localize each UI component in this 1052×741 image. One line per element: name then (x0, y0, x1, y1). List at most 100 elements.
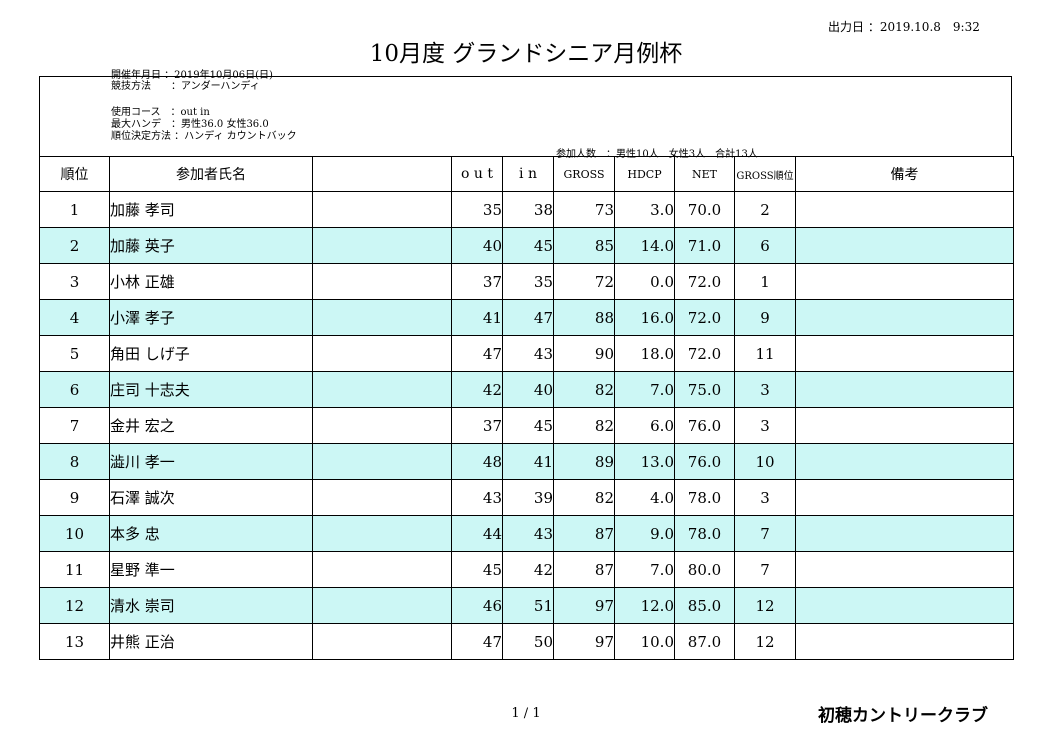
cell-gross: 87 (553, 551, 615, 588)
table-row: 9 石澤 誠次 43 39 82 4.0 78.0 3 (39, 479, 1014, 516)
cell-gross-rank: 1 (734, 263, 796, 300)
cell-notes (795, 479, 1014, 516)
cell-notes (795, 263, 1014, 300)
cell-name: 本多 忠 (109, 515, 313, 552)
cell-gross-rank: 9 (734, 299, 796, 336)
cell-hdcp: 0.0 (614, 263, 675, 300)
cell-name: 井熊 正治 (109, 623, 313, 660)
cell-out: 44 (451, 515, 503, 552)
cell-net: 72.0 (674, 335, 735, 372)
cell-name: 星野 準一 (109, 551, 313, 588)
cell-rank: 3 (39, 263, 110, 300)
cell-net: 76.0 (674, 443, 735, 480)
cell-hdcp: 14.0 (614, 227, 675, 264)
cell-name-blank (312, 335, 452, 372)
cell-out: 41 (451, 299, 503, 336)
cell-rank: 13 (39, 623, 110, 660)
cell-gross: 82 (553, 407, 615, 444)
cell-out: 40 (451, 227, 503, 264)
cell-out: 35 (451, 191, 503, 228)
cell-out: 47 (451, 335, 503, 372)
cell-name: 石澤 誠次 (109, 479, 313, 516)
cell-hdcp: 9.0 (614, 515, 675, 552)
header-gross-rank: GROSS順位 (734, 156, 796, 192)
table-header-row: 順位 参加者氏名 o u t i n GROSS HDCP NET GROSS順… (39, 156, 1014, 192)
cell-out: 42 (451, 371, 503, 408)
cell-hdcp: 18.0 (614, 335, 675, 372)
cell-gross: 82 (553, 479, 615, 516)
cell-name-blank (312, 551, 452, 588)
header-out: o u t (451, 156, 503, 192)
cell-rank: 6 (39, 371, 110, 408)
cell-rank: 2 (39, 227, 110, 264)
cell-hdcp: 7.0 (614, 371, 675, 408)
cell-gross-rank: 7 (734, 515, 796, 552)
cell-gross: 85 (553, 227, 615, 264)
cell-rank: 8 (39, 443, 110, 480)
cell-name-blank (312, 587, 452, 624)
ranking-method: 順位決定方法 ：ハンディ カウントバック (111, 131, 297, 142)
table-row: 8 澁川 孝一 48 41 89 13.0 76.0 10 (39, 443, 1014, 480)
header-notes: 備考 (795, 156, 1014, 192)
cell-in: 45 (502, 227, 554, 264)
cell-name-blank (312, 263, 452, 300)
cell-in: 38 (502, 191, 554, 228)
cell-name-blank (312, 227, 452, 264)
cell-notes (795, 407, 1014, 444)
cell-net: 70.0 (674, 191, 735, 228)
cell-gross: 82 (553, 371, 615, 408)
cell-in: 47 (502, 299, 554, 336)
cell-name-blank (312, 299, 452, 336)
cell-rank: 1 (39, 191, 110, 228)
cell-hdcp: 6.0 (614, 407, 675, 444)
held-date: 開催年月日 ：2019年10月06日(日) (111, 70, 273, 81)
cell-rank: 12 (39, 587, 110, 624)
cell-in: 39 (502, 479, 554, 516)
cell-net: 78.0 (674, 479, 735, 516)
cell-in: 51 (502, 587, 554, 624)
page-number: 1 / 1 (511, 706, 541, 721)
cell-net: 71.0 (674, 227, 735, 264)
header-gross: GROSS (553, 156, 615, 192)
table-row: 10 本多 忠 44 43 87 9.0 78.0 7 (39, 515, 1014, 552)
cell-in: 35 (502, 263, 554, 300)
cell-notes (795, 299, 1014, 336)
cell-name-blank (312, 515, 452, 552)
cell-in: 50 (502, 623, 554, 660)
cell-hdcp: 12.0 (614, 587, 675, 624)
cell-hdcp: 4.0 (614, 479, 675, 516)
cell-out: 43 (451, 479, 503, 516)
cell-in: 40 (502, 371, 554, 408)
cell-gross-rank: 7 (734, 551, 796, 588)
max-handicap: 最大ハンデ ：男性36.0 女性36.0 (111, 119, 269, 130)
table-row: 3 小林 正雄 37 35 72 0.0 72.0 1 (39, 263, 1014, 300)
cell-in: 42 (502, 551, 554, 588)
cell-notes (795, 191, 1014, 228)
table-row: 11 星野 準一 45 42 87 7.0 80.0 7 (39, 551, 1014, 588)
cell-hdcp: 13.0 (614, 443, 675, 480)
cell-name: 清水 崇司 (109, 587, 313, 624)
cell-in: 43 (502, 515, 554, 552)
cell-rank: 9 (39, 479, 110, 516)
cell-name-blank (312, 443, 452, 480)
cell-rank: 10 (39, 515, 110, 552)
cell-net: 75.0 (674, 371, 735, 408)
cell-hdcp: 16.0 (614, 299, 675, 336)
header-net: NET (674, 156, 735, 192)
cell-gross-rank: 3 (734, 371, 796, 408)
table-row: 1 加藤 孝司 35 38 73 3.0 70.0 2 (39, 191, 1014, 228)
cell-out: 46 (451, 587, 503, 624)
club-name: 初穂カントリークラブ (818, 706, 988, 726)
cell-hdcp: 3.0 (614, 191, 675, 228)
table-row: 5 角田 しげ子 47 43 90 18.0 72.0 11 (39, 335, 1014, 372)
cell-gross-rank: 12 (734, 587, 796, 624)
participant-count: 参加人数 ：男性10人 女性3人 合計13人 (556, 149, 758, 160)
cell-rank: 4 (39, 299, 110, 336)
cell-in: 41 (502, 443, 554, 480)
cell-gross-rank: 12 (734, 623, 796, 660)
cell-out: 48 (451, 443, 503, 480)
cell-notes (795, 551, 1014, 588)
cell-gross-rank: 11 (734, 335, 796, 372)
cell-in: 43 (502, 335, 554, 372)
cell-name: 庄司 十志夫 (109, 371, 313, 408)
